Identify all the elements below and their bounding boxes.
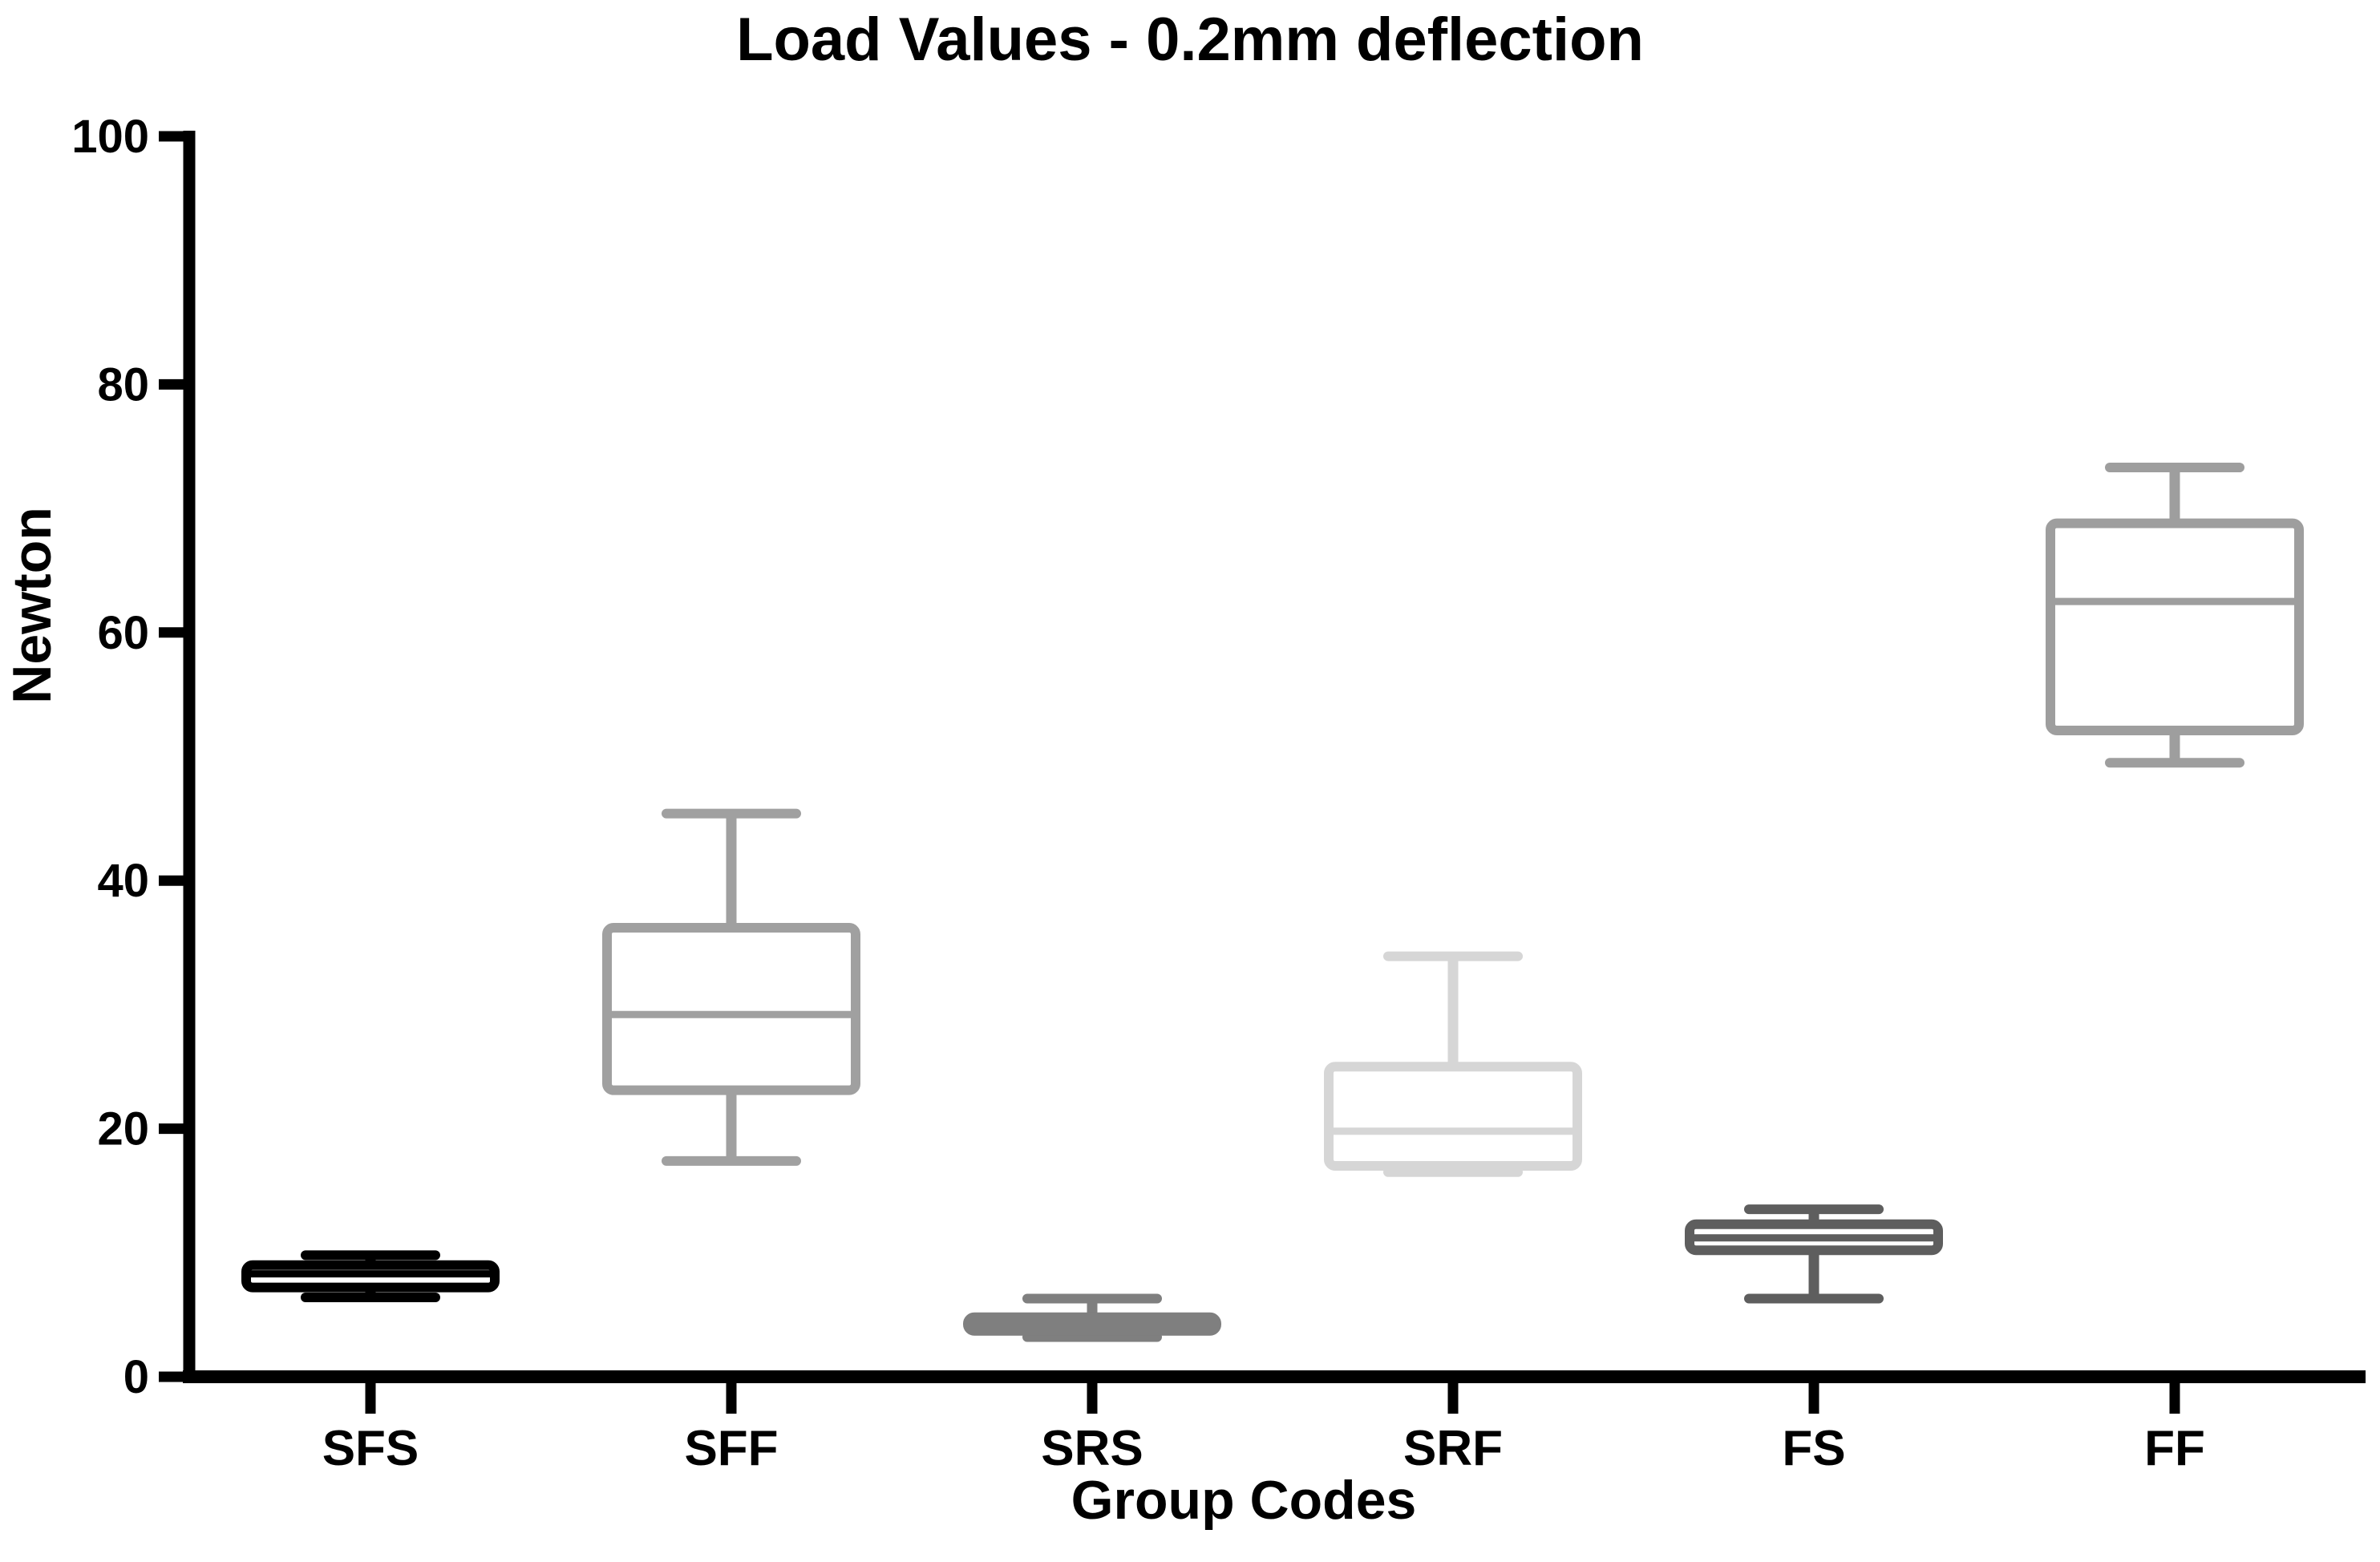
iqr-box <box>602 922 860 1095</box>
y-tick-label: 100 <box>71 111 149 163</box>
box-group-srs <box>963 1293 1221 1342</box>
x-tick-label: SFF <box>684 1421 778 1476</box>
chart-title: Load Values - 0.2mm deflection <box>736 6 1644 74</box>
y-tick-label: 20 <box>97 1103 149 1155</box>
box-group-sff <box>602 808 860 1166</box>
y-tick-label: 40 <box>97 855 149 907</box>
y-axis-title: Newton <box>2 507 63 704</box>
x-tick-label: FF <box>2144 1421 2205 1476</box>
x-tick-label: SRS <box>1041 1421 1143 1476</box>
y-tick-label: 60 <box>97 607 149 659</box>
box-group-fs <box>1685 1204 1943 1304</box>
box-group-sfs <box>241 1250 500 1302</box>
y-tick-label: 80 <box>97 358 149 411</box>
box-group-ff <box>2046 463 2304 768</box>
iqr-box <box>1324 1062 1582 1172</box>
x-axis-title: Group Codes <box>1071 1470 1417 1531</box>
x-tick-label: FS <box>1782 1421 1845 1476</box>
x-tick-label: SRF <box>1403 1421 1503 1476</box>
box-group-srf <box>1324 951 1582 1177</box>
iqr-box <box>2046 518 2304 736</box>
x-tick-label: SFS <box>322 1421 419 1476</box>
y-tick-label: 0 <box>123 1351 149 1403</box>
